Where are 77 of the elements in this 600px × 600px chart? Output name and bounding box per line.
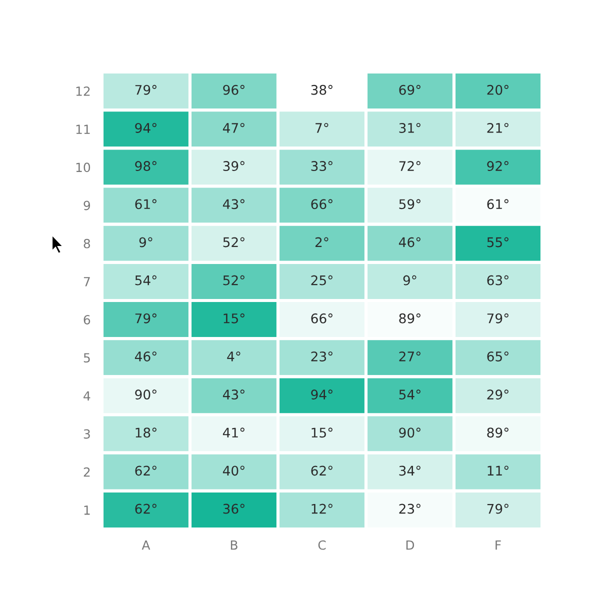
data-label: 33° [311, 161, 332, 172]
data-label: 47° [222, 122, 244, 133]
data-label: 79° [135, 84, 156, 95]
x-tick-label: B [230, 540, 238, 550]
y-tick-label: 4 [84, 391, 90, 400]
data-label: 29° [487, 390, 508, 400]
x-tick-label: C [318, 540, 326, 550]
data-label: 66° [311, 199, 332, 210]
data-label: 41° [222, 428, 244, 438]
data-label: 55° [487, 237, 508, 248]
data-label: 61° [487, 199, 508, 210]
y-tick-label: 3 [84, 429, 90, 439]
data-label: 36° [223, 504, 244, 514]
data-label: 21° [487, 122, 508, 133]
data-label: 52° [223, 237, 244, 248]
y-tick-label: 2 [84, 467, 90, 477]
data-label: 9° [139, 237, 152, 248]
data-label: 62° [135, 466, 156, 476]
x-tick-label: D [406, 540, 414, 550]
data-label: 40° [222, 466, 244, 476]
data-label: 89° [487, 428, 508, 438]
data-label: 66° [311, 313, 332, 324]
data-label: 54° [135, 275, 156, 286]
data-label: 46° [134, 351, 156, 362]
y-tick-label: 1 [84, 506, 90, 515]
y-tick-label: 7 [84, 277, 90, 286]
data-label: 52° [223, 275, 244, 286]
data-label: 69° [399, 84, 420, 95]
data-label: 15° [312, 428, 332, 438]
data-label: 72° [399, 161, 420, 171]
data-label: 79° [487, 313, 508, 324]
data-label: 62° [311, 466, 332, 476]
data-label: 39° [223, 161, 244, 172]
x-tick-label: F [496, 540, 501, 550]
data-label: 65° [487, 351, 508, 362]
y-tick-label: 11 [76, 124, 90, 134]
data-label: 89° [399, 313, 420, 324]
data-label: 62° [135, 504, 156, 514]
data-label: 31° [399, 122, 420, 133]
y-tick-label: 10 [76, 162, 90, 172]
data-label: 27° [399, 351, 420, 362]
data-label: 23° [399, 504, 420, 514]
data-label: 43° [222, 199, 244, 210]
data-label: 90° [135, 390, 156, 400]
data-label: 25° [311, 275, 332, 286]
data-label: 79° [135, 313, 156, 324]
y-tick-label: 8 [84, 238, 90, 248]
data-label: 94° [135, 122, 156, 133]
data-label: 79° [487, 504, 508, 514]
data-label: 11° [488, 466, 508, 476]
data-label: 98° [135, 161, 156, 172]
data-label: 7° [316, 122, 328, 133]
x-tick-label: A [142, 540, 150, 550]
data-label: 38° [311, 84, 332, 95]
data-label: 20° [487, 84, 508, 95]
data-label: 90° [399, 428, 420, 438]
data-label: 15° [224, 313, 244, 324]
data-label: 63° [487, 275, 508, 286]
data-label: 54° [399, 390, 420, 400]
y-tick-label: 6 [84, 315, 90, 324]
data-label: 96° [223, 84, 244, 95]
data-label: 9° [403, 275, 416, 286]
y-tick-label: 12 [76, 86, 90, 96]
data-label: 43° [222, 390, 244, 400]
data-label: 34° [399, 466, 420, 476]
data-label: 4° [227, 351, 240, 362]
data-label: 61° [135, 199, 156, 210]
data-label: 94° [311, 390, 332, 400]
data-label: 12° [312, 504, 332, 514]
y-tick-label: 5 [84, 353, 90, 363]
y-tick-label: 9 [84, 200, 90, 210]
data-label: 2° [315, 237, 328, 248]
data-label: 18° [136, 428, 156, 438]
data-label: 23° [311, 351, 332, 362]
data-label: 46° [398, 237, 420, 248]
data-label: 92° [487, 161, 508, 172]
data-label: 59° [399, 199, 420, 210]
